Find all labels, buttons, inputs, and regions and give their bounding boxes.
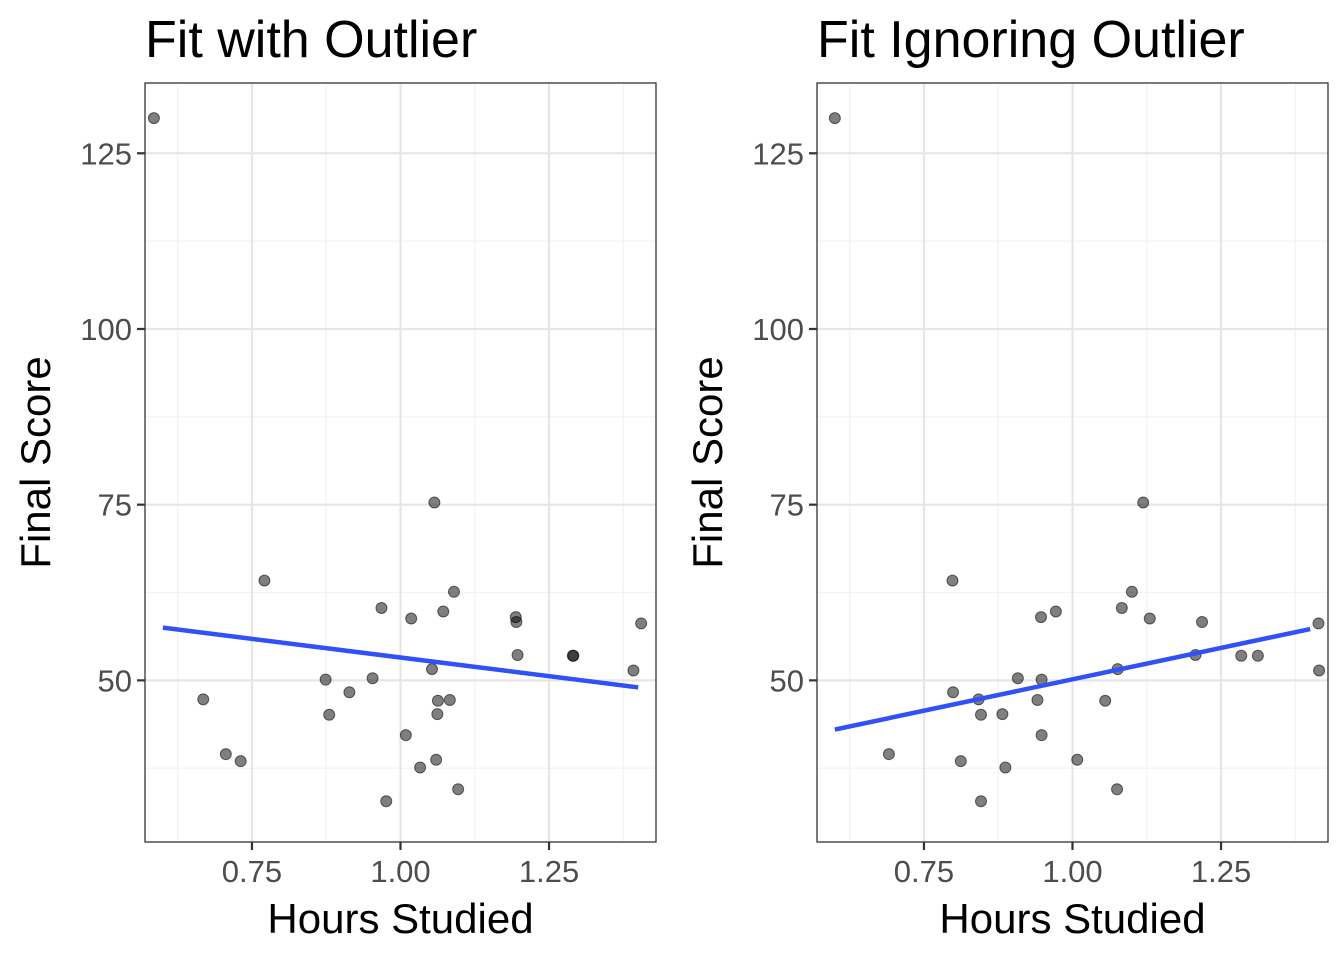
data-point xyxy=(1115,601,1128,614)
data-point xyxy=(447,585,460,598)
data-point xyxy=(147,112,160,125)
y-tick-label: 125 xyxy=(80,136,132,171)
data-point xyxy=(399,729,412,742)
y-axis-title: Final Score xyxy=(684,356,731,568)
chart-title: Fit Ignoring Outlier xyxy=(817,11,1245,69)
panel-fit-with-outlier: 0.75 1.00 1.25 50 75 100 125 Fit with Outlier Ho… xyxy=(12,11,657,942)
y-tick-label: 50 xyxy=(98,663,132,698)
data-point xyxy=(996,708,1009,721)
data-point xyxy=(1035,729,1048,742)
data-point xyxy=(974,708,987,721)
data-point xyxy=(219,748,232,761)
y-tick-label: 100 xyxy=(80,312,132,347)
data-point xyxy=(974,795,987,808)
x-tick-label: 1.25 xyxy=(519,854,579,889)
data-point xyxy=(1313,664,1326,677)
y-axis-title: Final Score xyxy=(12,356,59,568)
data-point xyxy=(828,112,841,125)
data-point xyxy=(1143,612,1156,625)
data-point xyxy=(1071,753,1084,766)
x-tick-label: 0.75 xyxy=(894,854,954,889)
data-point xyxy=(1099,694,1112,707)
data-point xyxy=(1011,672,1024,685)
data-point xyxy=(414,761,427,774)
y-tick-label: 50 xyxy=(770,663,804,698)
data-point xyxy=(258,574,271,587)
data-point xyxy=(510,616,523,629)
data-point xyxy=(430,753,443,766)
data-point xyxy=(431,708,444,721)
data-point xyxy=(946,574,959,587)
data-point xyxy=(343,686,356,699)
data-point xyxy=(425,663,438,676)
chart-title: Fit with Outlier xyxy=(145,11,477,69)
data-point xyxy=(452,783,465,796)
x-axis-title: Hours Studied xyxy=(939,895,1205,942)
y-tick-label: 75 xyxy=(770,488,804,523)
data-point xyxy=(197,693,210,706)
data-point xyxy=(511,649,524,662)
data-point xyxy=(1235,649,1248,662)
data-point xyxy=(635,617,648,630)
data-point xyxy=(234,755,247,768)
data-point xyxy=(443,694,456,707)
data-point xyxy=(1125,585,1138,598)
data-point xyxy=(1049,605,1062,618)
data-point xyxy=(366,672,379,685)
data-point xyxy=(319,673,332,686)
regression-fit-line xyxy=(834,626,1311,732)
x-tick-label: 1.00 xyxy=(1042,854,1102,889)
data-point xyxy=(1031,694,1044,707)
data-point xyxy=(1137,496,1150,509)
data-point xyxy=(947,686,960,699)
data-point xyxy=(1196,616,1209,629)
data-point xyxy=(437,605,450,618)
data-point xyxy=(1035,611,1048,624)
x-axis-title: Hours Studied xyxy=(267,895,533,942)
data-point xyxy=(882,748,895,761)
regression-fit-line xyxy=(162,625,639,690)
data-point xyxy=(1111,783,1124,796)
panel-fit-ignoring-outlier: 0.75 1.00 1.25 50 75 100 125 Fit Ignoring Outli… xyxy=(684,11,1329,942)
data-point xyxy=(999,761,1012,774)
data-point xyxy=(380,795,393,808)
data-point xyxy=(1312,617,1325,630)
x-tick-label: 1.00 xyxy=(370,854,430,889)
data-point xyxy=(428,496,441,509)
x-tick-label: 1.25 xyxy=(1191,854,1251,889)
data-point xyxy=(1251,649,1264,662)
data-point xyxy=(954,755,967,768)
data-point xyxy=(323,708,336,721)
y-tick-label: 75 xyxy=(98,488,132,523)
x-tick-label: 0.75 xyxy=(222,854,282,889)
data-point xyxy=(375,601,388,614)
data-point xyxy=(627,664,640,677)
y-tick-label: 100 xyxy=(752,312,804,347)
data-point xyxy=(431,694,444,707)
y-tick-label: 125 xyxy=(752,136,804,171)
data-point xyxy=(405,612,418,625)
data-point xyxy=(567,649,580,662)
